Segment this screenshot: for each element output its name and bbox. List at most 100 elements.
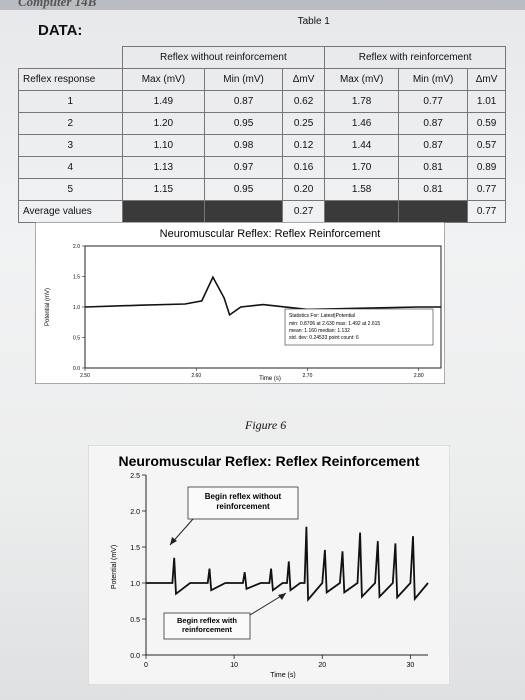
x-axis-label: Time (s)	[270, 672, 295, 679]
reflex-number: 2	[18, 111, 123, 135]
cell-value: 1.44	[324, 133, 400, 157]
shaded-cell	[398, 199, 469, 223]
average-delta-with: 0.77	[467, 199, 506, 223]
y-axis-label: Potential (mV)	[45, 288, 51, 326]
x-tick-label: 10	[230, 662, 238, 669]
cell-value: 0.81	[398, 155, 469, 179]
shaded-cell	[324, 199, 400, 223]
reflex-number: 3	[18, 133, 123, 157]
y-tick-label: 0.0	[73, 366, 80, 372]
cell-value: 0.95	[204, 177, 283, 201]
table-row: 3 1.10 0.98 0.12 1.44 0.87 0.57	[18, 133, 506, 157]
reflex-number: 1	[18, 89, 123, 113]
annotation-without: Begin reflex without reinforcement	[169, 486, 299, 546]
figure-caption: Figure 6	[245, 418, 287, 432]
cell-value: 0.77	[467, 177, 506, 201]
table-row: 2 1.20 0.95 0.25 1.46 0.87 0.59	[18, 111, 506, 135]
y-tick-label: 1.5	[73, 275, 80, 281]
y-tick-label: 1.0	[73, 305, 80, 311]
cell-value: 0.77	[398, 89, 469, 113]
y-tick-label: 0.5	[130, 617, 140, 624]
x-axis-label: Time (s)	[259, 376, 281, 382]
average-row: Average values 0.27 0.77	[18, 199, 506, 223]
cell-value: 0.16	[281, 155, 326, 179]
x-tick-label: 2.50	[80, 373, 90, 379]
cell-value: 1.49	[121, 89, 206, 113]
annotation-text: Begin reflex with reinforcement	[177, 616, 237, 634]
data-table: Table 1 Reflex without reinforcement Ref…	[18, 12, 506, 223]
arrow-head	[170, 537, 177, 545]
y-tick-label: 2.5	[130, 473, 140, 480]
cell-value: 0.81	[398, 177, 469, 201]
cell-value: 1.13	[121, 155, 206, 179]
stats-title: Statistics For: Latest|Potential	[289, 313, 355, 319]
annotation-with: Begin reflex with reinforcement	[163, 592, 287, 640]
col-header-delta: ΔmV	[467, 67, 506, 91]
reflex-number: 5	[18, 177, 123, 201]
cell-value: 0.20	[281, 177, 326, 201]
y-tick-label: 2.0	[130, 509, 140, 516]
cell-value: 1.15	[121, 177, 206, 201]
col-header-delta: ΔmV	[281, 67, 326, 91]
cell-value: 0.59	[467, 111, 506, 135]
cell-value: 0.87	[398, 111, 469, 135]
cell-value: 1.01	[467, 89, 506, 113]
y-tick-label: 1.5	[130, 545, 140, 552]
chart-frame	[88, 445, 450, 685]
table-caption: Table 1	[297, 16, 330, 27]
y-tick-label: 1.0	[130, 581, 140, 588]
shaded-cell	[121, 199, 206, 223]
cell-value: 0.87	[398, 133, 469, 157]
cell-value: 1.78	[324, 89, 400, 113]
cell-value: 1.70	[324, 155, 400, 179]
stats-frame	[284, 308, 434, 346]
table-row: 1 1.49 0.87 0.62 1.78 0.77 1.01	[18, 89, 506, 113]
annotation-box	[163, 612, 251, 640]
cell-value: 0.12	[281, 133, 326, 157]
stats-stddev: std. dev: 0.24533 point count: 6	[289, 335, 359, 341]
chart-title: Neuromuscular Reflex: Reflex Reinforceme…	[160, 228, 381, 240]
annotation-box	[187, 486, 299, 520]
series-line	[84, 275, 441, 317]
col-header-min: Min (mV)	[204, 67, 283, 91]
statistics-box: Statistics For: Latest|Potential min: 0.…	[284, 308, 434, 346]
cell-value: 0.89	[467, 155, 506, 179]
x-tick-label: 2.70	[303, 373, 313, 379]
cell-value: 1.20	[121, 111, 206, 135]
cell-value: 0.95	[204, 111, 283, 135]
stats-mean: mean: 1.160 median: 1.132	[289, 328, 350, 334]
cell-value: 0.25	[281, 111, 326, 135]
x-tick-label: 0	[144, 662, 148, 669]
header-strip	[0, 0, 525, 10]
col-header-max: Max (mV)	[121, 67, 206, 91]
cell-value: 0.57	[467, 133, 506, 157]
group-header-with: Reflex with reinforcement	[324, 45, 506, 69]
cell-value: 0.87	[204, 89, 283, 113]
col-header-reflex: Reflex response	[18, 67, 123, 91]
chart-title: Neuromuscular Reflex: Reflex Reinforceme…	[118, 453, 419, 469]
header-title: Computer 14B	[18, 0, 97, 9]
arrow-head	[278, 593, 286, 600]
group-header-without: Reflex without reinforcement	[121, 45, 326, 69]
y-axis-label: Potential (mV)	[111, 545, 118, 589]
data-label: DATA:	[38, 22, 83, 39]
x-tick-label: 30	[406, 662, 414, 669]
col-header-max: Max (mV)	[324, 67, 400, 91]
cell-value: 1.46	[324, 111, 400, 135]
x-tick-label: 2.60	[191, 373, 201, 379]
annotation-text: Begin reflex without reinforcement	[205, 492, 282, 511]
cell-value: 1.10	[121, 133, 206, 157]
x-tick-label: 2.80	[414, 373, 424, 379]
chart-reflex-zoom: Neuromuscular Reflex: Reflex Reinforceme…	[35, 222, 445, 384]
average-label: Average values	[18, 199, 123, 223]
shaded-cell	[204, 199, 283, 223]
chart-reflex-full: Neuromuscular Reflex: Reflex Reinforceme…	[88, 445, 450, 685]
y-tick-label: 2.0	[73, 244, 80, 250]
col-header-min: Min (mV)	[398, 67, 469, 91]
cell-value: 1.58	[324, 177, 400, 201]
y-tick-label: 0.0	[130, 653, 140, 660]
cell-value: 0.97	[204, 155, 283, 179]
stats-minmax: min: 0.8706 at 2.630 max: 1.492 at 2.615	[289, 321, 380, 327]
reflex-number: 4	[18, 155, 123, 179]
